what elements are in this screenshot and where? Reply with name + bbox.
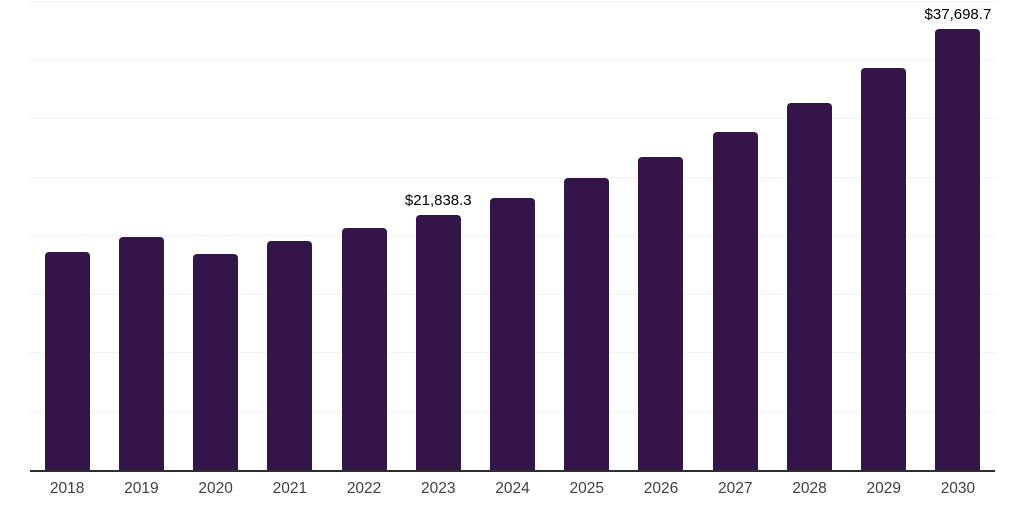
- gridline: [30, 1, 995, 2]
- bar-2027[interactable]: [712, 131, 758, 470]
- bar-2028[interactable]: [786, 102, 832, 470]
- x-tick-label-2025: 2025: [569, 480, 604, 497]
- data-label-2030: $37,698.7: [924, 5, 992, 23]
- bar-group-2024: [475, 2, 549, 470]
- bar-2021[interactable]: [267, 240, 313, 470]
- x-tick-label-2023: 2023: [421, 480, 456, 497]
- bars-container: $21,838.3 $37,698.7: [30, 2, 995, 470]
- bar-2026[interactable]: [638, 157, 684, 470]
- bar-group-2023: $21,838.3: [401, 2, 475, 470]
- bar-group-2019: [104, 2, 178, 470]
- x-axis-labels: 2018 2019 2020 2021 2022 2023 2024 2025 2026 2027…: [30, 480, 995, 498]
- bar-2020[interactable]: [193, 254, 239, 470]
- bar-2025[interactable]: [564, 178, 610, 470]
- bar-group-2020: [178, 2, 252, 470]
- bar-2024[interactable]: [490, 197, 536, 470]
- x-tick-label-2018: 2018: [49, 480, 85, 497]
- bar-2023[interactable]: [415, 214, 461, 470]
- bar-2018[interactable]: [44, 252, 90, 470]
- x-tick-label-2027: 2027: [717, 480, 753, 497]
- bar-group-2029: [847, 2, 921, 470]
- x-tick-label-2028: 2028: [792, 480, 827, 497]
- bar-2019[interactable]: [118, 237, 164, 470]
- gridline: [30, 59, 995, 61]
- x-tick-label-2024: 2024: [495, 480, 530, 497]
- x-tick-label-2029: 2029: [866, 480, 901, 497]
- bar-group-2018: [30, 2, 104, 470]
- bar-group-2026: [624, 2, 698, 470]
- bar-2029[interactable]: [861, 68, 907, 470]
- bar-2030[interactable]: [935, 28, 981, 470]
- plot-area: $21,838.3 $37,698.7: [30, 1, 995, 472]
- bar-group-2027: [698, 2, 772, 470]
- x-tick-label-2020: 2020: [198, 480, 233, 497]
- bar-group-2030: $37,698.7: [921, 2, 995, 470]
- x-tick-label-2026: 2026: [643, 480, 679, 497]
- bar-2022[interactable]: [341, 228, 387, 470]
- bar-group-2022: [327, 2, 401, 470]
- bar-group-2028: [772, 2, 846, 470]
- data-label-2023: $21,838.3: [404, 191, 472, 209]
- gridline: [30, 118, 995, 119]
- bar-group-2021: [253, 2, 327, 470]
- x-tick-label-2030: 2030: [940, 480, 976, 497]
- x-tick-label-2022: 2022: [346, 480, 382, 497]
- bar-group-2025: [550, 2, 624, 470]
- gridline: [30, 176, 995, 178]
- x-tick-label-2021: 2021: [272, 480, 308, 497]
- x-tick-label-2019: 2019: [124, 480, 159, 497]
